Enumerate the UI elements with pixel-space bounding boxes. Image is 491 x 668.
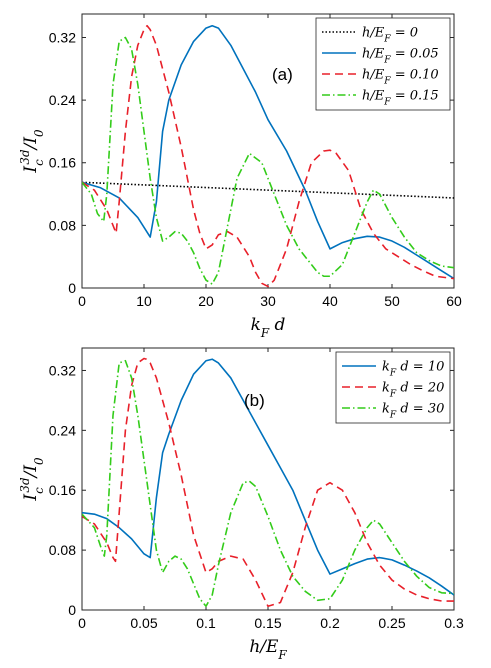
x-tick-label: 60	[446, 293, 462, 309]
y-tick-label: 0.08	[49, 542, 76, 558]
legend-entry: h/EF = 0.15	[362, 89, 439, 108]
y-tick-label: 0.24	[49, 92, 76, 108]
chart-panel-2: 0 0.05 0.1 0.15 0.2 0.25 0.3 0 0.08 0.16 0.24 0.32 h…	[18, 347, 464, 662]
x-tick-label: 50	[384, 293, 400, 309]
x-tick-label: 30	[260, 293, 276, 309]
x-tick-label: 10	[136, 293, 152, 309]
y-tick-label: 0.16	[49, 482, 76, 498]
series-line-2	[82, 357, 454, 608]
legend-entry: h/EF = 0	[362, 26, 418, 45]
series-line-1	[82, 358, 454, 596]
x-axis-label: h/EF	[249, 637, 287, 662]
x-tick-label: 0.15	[254, 615, 281, 631]
x-tick-label: 0	[78, 293, 86, 309]
series-line-3	[82, 359, 454, 608]
legend: h/EF = 0 h/EF = 0.05 h/EF = 0.10 h/EF = 0.1…	[315, 17, 451, 111]
series-line-3	[82, 24, 454, 288]
y-axis-label: Ic3d/I0	[18, 457, 46, 502]
y-tick-label: 0.16	[49, 155, 76, 171]
y-tick-label: 0.32	[49, 29, 76, 45]
y-tick-label: 0.24	[49, 422, 76, 438]
series-line-1	[82, 181, 454, 199]
x-tick-label: 0	[78, 615, 86, 631]
legend-entry: h/EF = 0.10	[362, 68, 439, 87]
x-tick-label: 0.25	[378, 615, 405, 631]
legend-entry: h/EF = 0.05	[362, 47, 439, 66]
legend-entry: kF d = 20	[382, 381, 444, 400]
y-tick-label: 0	[68, 602, 76, 618]
y-tick-label: 0.08	[49, 217, 76, 233]
panel-label: (b)	[244, 391, 265, 410]
y-axis-label: Ic3d/I0	[18, 129, 46, 174]
y-tick-label: 0	[68, 280, 76, 296]
x-tick-label: 0.3	[444, 615, 464, 631]
series-line-4	[82, 36, 454, 285]
x-tick-label: 20	[198, 293, 214, 309]
y-tick-label: 0.32	[49, 362, 76, 378]
chart-panel-1: 0 10 20 30 40 50 60 0 0.08 0.16 0.24 0.32 kF d Ic3d/I…	[18, 13, 462, 340]
legend-entry: kF d = 30	[382, 402, 444, 421]
series-line-2	[82, 24, 454, 280]
x-tick-label: 40	[322, 293, 338, 309]
x-tick-label: 0.1	[196, 615, 216, 631]
panel-label: (a)	[272, 65, 293, 84]
x-axis-label: kF d	[251, 315, 286, 340]
legend: kF d = 10 kF d = 20 kF d = 30	[335, 351, 451, 424]
x-tick-label: 0.2	[320, 615, 340, 631]
legend-entry: kF d = 10	[382, 360, 444, 379]
x-tick-label: 0.05	[130, 615, 157, 631]
